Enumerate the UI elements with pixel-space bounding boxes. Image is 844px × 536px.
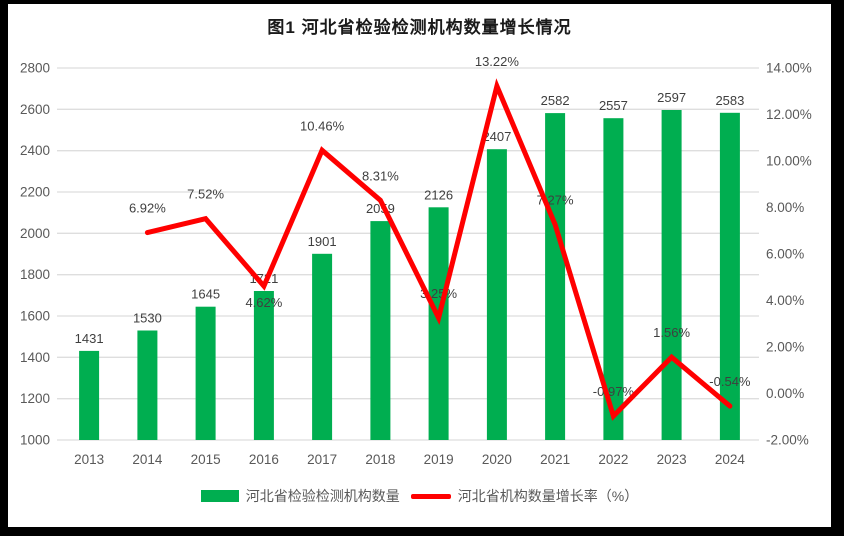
x-axis-label: 2018 xyxy=(365,452,395,467)
right-axis-tick: 4.00% xyxy=(766,293,804,308)
bar-2023 xyxy=(661,110,682,440)
x-axis-label: 2015 xyxy=(191,452,221,467)
x-axis-label: 2014 xyxy=(132,452,163,467)
right-axis-tick: 10.00% xyxy=(766,154,812,169)
x-axis-label: 2017 xyxy=(307,452,337,467)
bar-value-label: 1645 xyxy=(191,287,220,302)
chart-title: 图1 河北省检验检测机构数量增长情况 xyxy=(267,18,572,37)
left-axis-tick: 1000 xyxy=(20,433,50,448)
x-axis-label: 2013 xyxy=(74,452,104,467)
right-axis-tick: 14.00% xyxy=(766,61,812,76)
bar-2013 xyxy=(79,350,100,440)
bar-2020 xyxy=(486,149,507,440)
x-axis-label: 2016 xyxy=(249,452,279,467)
line-series-swatch xyxy=(410,493,451,499)
line-value-label: 1.56% xyxy=(653,325,690,340)
x-axis-label: 2020 xyxy=(482,452,512,467)
left-axis-tick: 2000 xyxy=(20,226,50,241)
bar-2022 xyxy=(603,118,624,440)
bar-series-label: 河北省检验检测机构数量 xyxy=(245,488,400,504)
line-value-label: 6.92% xyxy=(129,201,166,216)
left-axis-tick: 1600 xyxy=(20,309,50,324)
legend-item-bar-series: 河北省检验检测机构数量 xyxy=(200,486,400,506)
bar-value-label: 2557 xyxy=(599,98,628,113)
right-axis-tick: 8.00% xyxy=(766,200,804,215)
left-axis-tick: 2600 xyxy=(20,102,50,117)
left-axis-tick: 2800 xyxy=(20,61,50,76)
legend: 河北省检验检测机构数量 河北省机构数量增长率（%） xyxy=(8,486,831,506)
legend-item-line-series: 河北省机构数量增长率（%） xyxy=(410,486,639,506)
x-axis-label: 2021 xyxy=(540,452,570,467)
left-axis-tick: 1400 xyxy=(20,350,50,365)
x-axis-label: 2023 xyxy=(657,452,687,467)
bar-2019 xyxy=(428,207,449,440)
line-series-label: 河北省机构数量增长率（%） xyxy=(457,488,639,504)
right-axis-tick: 12.00% xyxy=(766,107,812,122)
bar-value-label: 2407 xyxy=(482,129,511,144)
right-axis-tick: 6.00% xyxy=(766,247,804,262)
bar-value-label: 2126 xyxy=(424,187,453,202)
bar-2015 xyxy=(195,306,216,440)
left-axis-tick: 1800 xyxy=(20,267,50,282)
bar-2017 xyxy=(312,253,333,440)
bar-2021 xyxy=(545,113,566,440)
bar-series-swatch xyxy=(200,490,239,502)
line-value-label: 4.62% xyxy=(245,295,282,310)
bar-value-label: 1901 xyxy=(308,234,337,249)
x-axis-label: 2019 xyxy=(424,452,454,467)
left-axis-tick: 1200 xyxy=(20,391,50,406)
right-axis-tick: 0.00% xyxy=(766,386,804,401)
bar-value-label: 2583 xyxy=(715,93,744,108)
bar-value-label: 2597 xyxy=(657,90,686,105)
line-value-label: -0.54% xyxy=(709,374,751,389)
x-axis-label: 2022 xyxy=(598,452,628,467)
bar-value-label: 2582 xyxy=(541,93,570,108)
line-value-label: 8.31% xyxy=(362,168,399,183)
bar-2024 xyxy=(719,112,740,441)
bar-2016 xyxy=(253,291,274,440)
x-axis-label: 2024 xyxy=(715,452,746,467)
right-axis-tick: -2.00% xyxy=(766,433,809,448)
bar-value-label: 1431 xyxy=(75,331,104,346)
bar-2018 xyxy=(370,221,391,440)
line-value-label: 7.52% xyxy=(187,187,224,202)
bar-value-label: 1530 xyxy=(133,311,162,326)
left-axis-tick: 2200 xyxy=(20,185,50,200)
line-value-label: 10.46% xyxy=(300,118,345,133)
line-value-label: 13.22% xyxy=(475,54,520,69)
bar-2014 xyxy=(137,330,158,440)
right-axis-tick: 2.00% xyxy=(766,340,804,355)
left-axis-tick: 2400 xyxy=(20,143,50,158)
line-value-label: -0.97% xyxy=(593,384,635,399)
growth-rate-line xyxy=(144,78,733,421)
